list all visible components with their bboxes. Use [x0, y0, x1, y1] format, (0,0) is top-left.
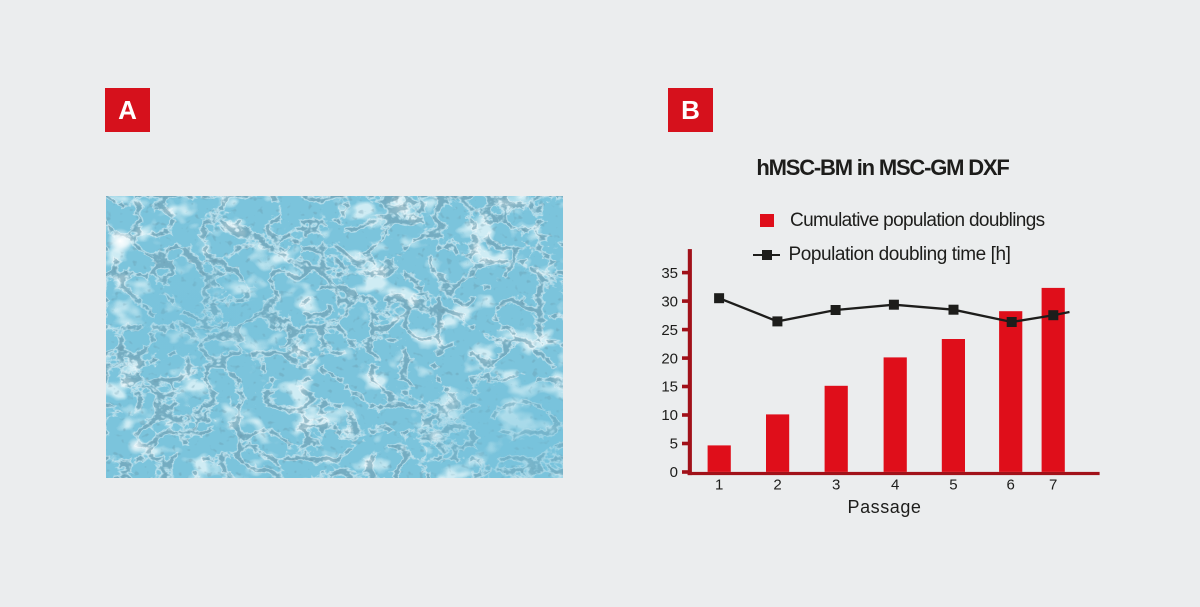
svg-text:4: 4 [891, 476, 899, 493]
svg-text:7: 7 [1049, 476, 1057, 493]
svg-text:2: 2 [773, 476, 781, 493]
svg-text:20: 20 [661, 350, 678, 367]
svg-text:35: 35 [661, 265, 678, 282]
svg-text:5: 5 [949, 476, 957, 493]
svg-text:3: 3 [832, 476, 840, 493]
svg-text:15: 15 [661, 379, 678, 396]
svg-text:5: 5 [670, 436, 678, 453]
svg-text:6: 6 [1007, 476, 1015, 493]
svg-text:25: 25 [661, 322, 678, 339]
svg-text:30: 30 [661, 293, 678, 310]
svg-text:10: 10 [661, 407, 678, 424]
svg-text:0: 0 [670, 464, 678, 481]
svg-text:1: 1 [715, 476, 723, 493]
